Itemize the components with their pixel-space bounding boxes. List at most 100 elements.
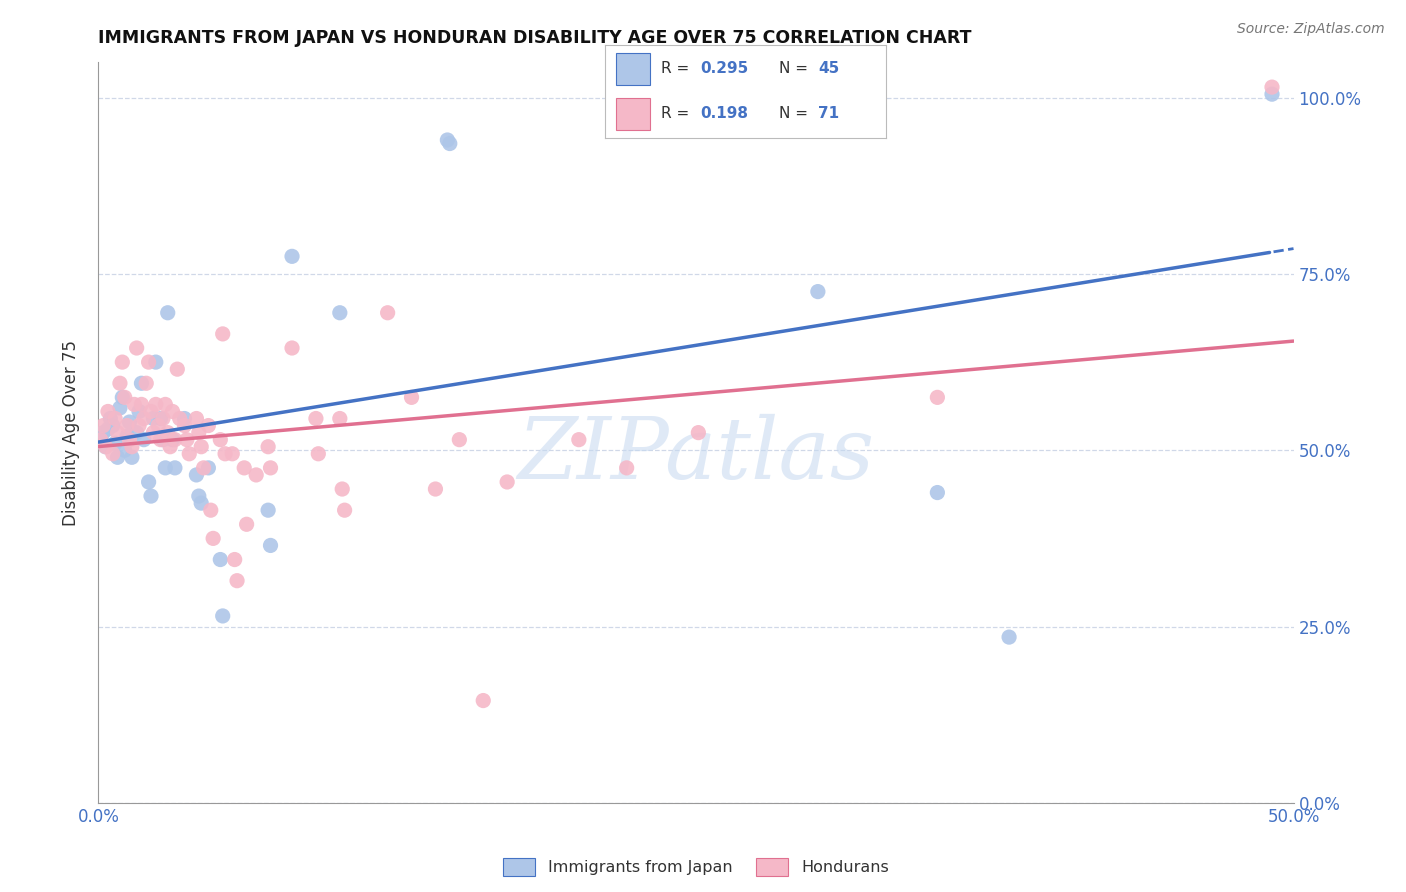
Point: [329, 411, 352, 425]
Point: [439, 136, 461, 151]
Point: [197, 418, 219, 433]
Point: [496, 475, 519, 489]
Text: Source: ZipAtlas.com: Source: ZipAtlas.com: [1237, 22, 1385, 37]
Point: [998, 630, 1021, 644]
Point: [472, 693, 495, 707]
Point: [145, 397, 167, 411]
Point: [202, 532, 225, 546]
Text: R =: R =: [661, 62, 695, 77]
Point: [179, 447, 201, 461]
Point: [233, 461, 256, 475]
Point: [138, 355, 160, 369]
Point: [152, 433, 174, 447]
Point: [377, 306, 399, 320]
Point: [1261, 87, 1284, 102]
Point: [108, 376, 131, 391]
Point: [114, 390, 136, 404]
Point: [162, 404, 184, 418]
Point: [211, 326, 233, 341]
Point: [807, 285, 830, 299]
Point: [125, 425, 148, 440]
Bar: [616, 98, 650, 130]
Point: [128, 404, 150, 418]
Point: [104, 436, 127, 450]
Point: [307, 447, 329, 461]
Point: [226, 574, 249, 588]
Point: [259, 538, 281, 552]
Point: [209, 433, 232, 447]
Point: [115, 418, 138, 433]
Point: [90, 433, 112, 447]
Point: [330, 482, 353, 496]
Point: [214, 447, 236, 461]
Point: [115, 429, 138, 443]
Text: 0.295: 0.295: [700, 62, 748, 77]
Point: [156, 425, 179, 440]
Point: [97, 404, 120, 418]
Point: [156, 306, 179, 320]
Point: [107, 450, 129, 465]
Point: [114, 443, 136, 458]
Point: [1261, 80, 1284, 95]
Point: [131, 397, 153, 411]
Point: [166, 362, 188, 376]
Point: [142, 411, 165, 425]
Point: [104, 411, 127, 425]
Point: [101, 447, 124, 461]
Point: [149, 411, 172, 425]
Point: [186, 467, 208, 482]
Text: 45: 45: [818, 62, 839, 77]
Legend: Immigrants from Japan, Hondurans: Immigrants from Japan, Hondurans: [496, 852, 896, 883]
Point: [118, 415, 141, 429]
Point: [125, 341, 148, 355]
Point: [152, 411, 174, 425]
Text: N =: N =: [779, 62, 813, 77]
Text: R =: R =: [661, 106, 695, 121]
Point: [118, 433, 141, 447]
Point: [173, 411, 195, 425]
Point: [235, 517, 257, 532]
Point: [135, 376, 157, 391]
Point: [616, 461, 638, 475]
Point: [688, 425, 710, 440]
Point: [121, 450, 143, 465]
Point: [139, 489, 162, 503]
Point: [173, 418, 195, 433]
Point: [91, 425, 114, 440]
Point: [91, 418, 114, 433]
Point: [124, 397, 146, 411]
Point: [259, 461, 281, 475]
Point: [211, 609, 233, 624]
Point: [197, 461, 219, 475]
Point: [927, 485, 949, 500]
Point: [333, 503, 356, 517]
Text: 71: 71: [818, 106, 839, 121]
Point: [163, 433, 186, 447]
Point: [138, 475, 160, 489]
Point: [305, 411, 328, 425]
Point: [101, 418, 124, 433]
Point: [98, 411, 122, 425]
Point: [221, 447, 243, 461]
Y-axis label: Disability Age Over 75: Disability Age Over 75: [62, 340, 80, 525]
Point: [111, 355, 134, 369]
Point: [163, 461, 186, 475]
Point: [281, 249, 304, 263]
Point: [155, 461, 177, 475]
Point: [142, 425, 165, 440]
Point: [97, 422, 120, 436]
Point: [169, 411, 191, 425]
Point: [107, 425, 129, 440]
Point: [187, 489, 209, 503]
Point: [200, 503, 222, 517]
Point: [111, 390, 134, 404]
Point: [190, 496, 212, 510]
Point: [176, 433, 198, 447]
Point: [927, 390, 949, 404]
Point: [425, 482, 447, 496]
Point: [139, 404, 162, 418]
Point: [131, 376, 153, 391]
Point: [329, 306, 352, 320]
Point: [132, 411, 155, 425]
Point: [568, 433, 591, 447]
